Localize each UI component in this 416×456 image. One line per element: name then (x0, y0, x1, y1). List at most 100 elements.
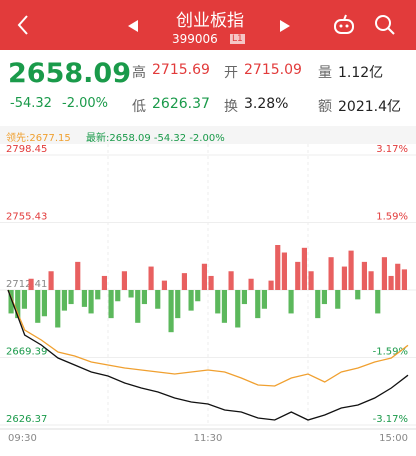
volume-bar (148, 266, 154, 290)
volume-bar (61, 290, 67, 311)
x-label: 11:30 (194, 433, 223, 444)
volume-bar (321, 290, 327, 305)
volume-bar (155, 290, 161, 309)
stat-label: 低 (132, 99, 146, 115)
volume-bar (255, 290, 261, 319)
volume-bar (401, 269, 407, 290)
y-label-right: 3.17% (376, 144, 408, 155)
stat-label: 开 (224, 65, 238, 81)
volume-bar (301, 247, 307, 290)
volume-bar (15, 290, 21, 319)
volume-bar (381, 257, 387, 290)
volume-bar (335, 290, 341, 309)
volume-bar (221, 290, 227, 323)
volume-bar (8, 290, 14, 314)
volume-bar (208, 275, 214, 290)
legend: 领先:2677.15 最新:2658.09 -54.32 -2.00% (0, 126, 416, 144)
chart: 2798.45 2755.43 2712.41 2669.39 2626.37 3.17%… (0, 144, 416, 444)
volume-bar (108, 290, 114, 319)
volume-bar (268, 280, 274, 290)
volume-bar (35, 290, 41, 323)
volume-bar (88, 290, 94, 314)
volume-bar (201, 263, 207, 290)
title: 创业板指 (176, 11, 244, 31)
change-pct: -2.00% (62, 96, 108, 111)
stat-label: 高 (132, 65, 146, 81)
y-label-right: -1.59% (373, 347, 408, 358)
stat-value: 2715.69 (152, 62, 210, 78)
volume-bar (161, 280, 167, 290)
volume-bar (281, 252, 287, 290)
leading-line (7, 289, 409, 387)
y-label-right: -3.17% (373, 414, 408, 425)
x-label: 09:30 (8, 433, 37, 444)
y-label-left: 2712.41 (6, 279, 47, 290)
next-button[interactable] (280, 20, 290, 32)
volume-bar (248, 278, 254, 290)
badge: L1 (230, 34, 245, 44)
price: 2658.09 (8, 58, 131, 89)
header: 创业板指 399006 L1 (0, 0, 416, 50)
volume-bar (395, 263, 401, 290)
volume-bar (115, 290, 121, 302)
change: -54.32 (10, 96, 52, 111)
volume-bar (48, 271, 54, 290)
volume-bar (181, 273, 187, 290)
volume-bar (388, 275, 394, 290)
volume-bar (328, 257, 334, 290)
volume-bar (101, 275, 107, 290)
volume-bar (361, 261, 367, 290)
volume-bar (75, 261, 81, 290)
stat-label: 量 (318, 65, 332, 81)
volume-bar (121, 271, 127, 290)
volume-bar (288, 290, 294, 314)
stat-value: 3.28% (244, 96, 289, 112)
volume-bar (81, 290, 87, 307)
stat-value: 1.12亿 (338, 65, 384, 81)
search-icon[interactable] (374, 14, 396, 36)
volume-bar (41, 290, 47, 317)
volume-bar (375, 290, 381, 314)
volume-bar (128, 290, 134, 298)
legend-leading: 领先:2677.15 (6, 133, 71, 144)
stat-value: 2715.09 (244, 62, 302, 78)
volume-bar (368, 271, 374, 290)
volume-bar (308, 271, 314, 290)
volume-bar (215, 290, 221, 314)
volume-bar (295, 261, 301, 290)
volume-bar (21, 290, 27, 309)
stat-value: 2021.4亿 (338, 99, 401, 115)
prev-button[interactable] (128, 20, 138, 32)
volume-bar (228, 271, 234, 290)
stat-label: 额 (318, 99, 332, 115)
volume-bar (235, 290, 241, 328)
volume-bar (135, 290, 141, 323)
volume-bar (275, 245, 281, 290)
stat-label: 换 (224, 99, 238, 115)
volume-bar (341, 266, 347, 290)
y-label-left: 2798.45 (6, 144, 47, 155)
volume-bar (28, 278, 34, 290)
y-label-right: 1.59% (376, 212, 408, 223)
volume-bar (241, 290, 247, 305)
robot-icon[interactable] (332, 14, 356, 36)
back-button[interactable] (16, 14, 30, 36)
volume-bar (55, 290, 61, 328)
volume-bar (355, 290, 361, 300)
code: 399006 (172, 32, 218, 46)
volume-bar (175, 290, 181, 319)
volume-bar (315, 290, 321, 319)
y-label-left: 2669.39 (6, 347, 47, 358)
volume-bar (168, 290, 174, 333)
x-label: 15:00 (379, 433, 408, 444)
volume-bar (348, 250, 354, 290)
volume-bar (195, 290, 201, 302)
y-label-left: 2626.37 (6, 414, 47, 425)
volume-bar (68, 290, 74, 305)
legend-latest: 最新:2658.09 -54.32 -2.00% (86, 133, 225, 144)
volume-bar (188, 290, 194, 311)
stat-value: 2626.37 (152, 96, 210, 112)
volume-bar (261, 290, 267, 309)
volume-bar (95, 290, 101, 300)
